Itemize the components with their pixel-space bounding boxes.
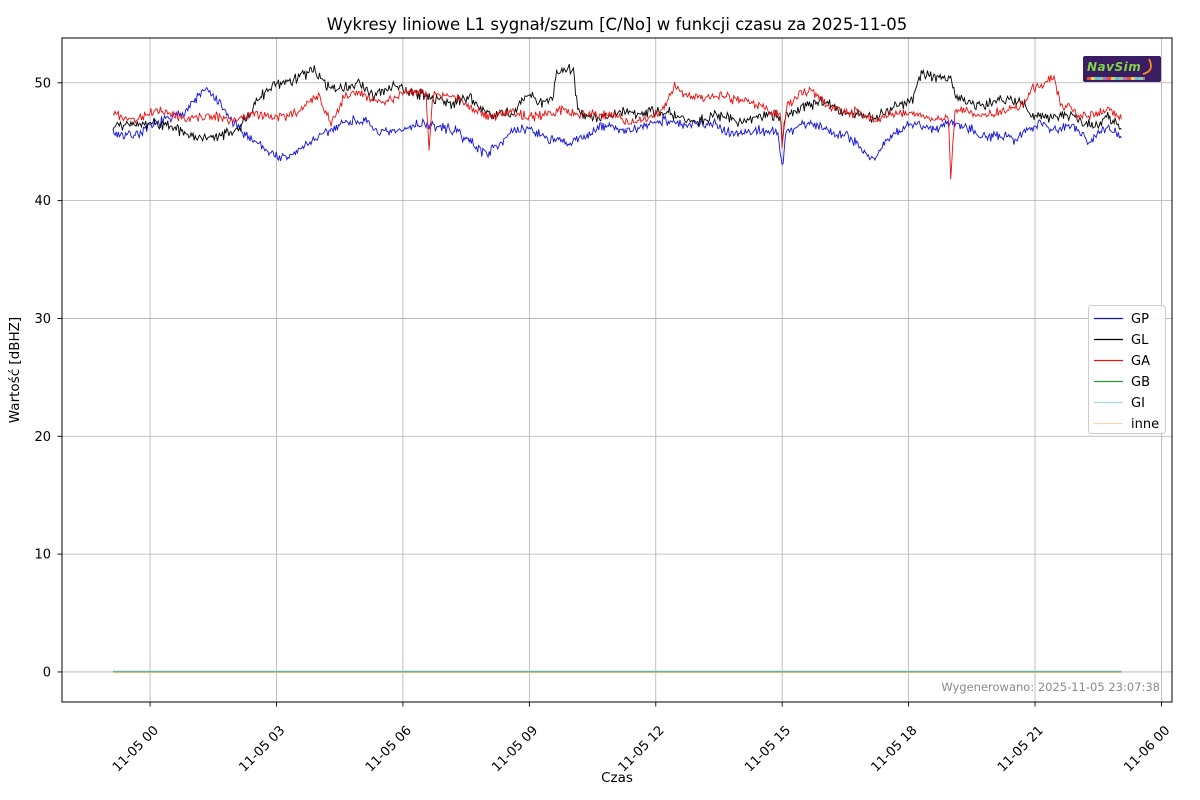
legend-label-GP: GP <box>1131 312 1149 327</box>
legend-label-GA: GA <box>1131 354 1150 369</box>
plot-border <box>61 37 1173 703</box>
y-axis-label: Wartość [dBHZ] <box>7 317 23 423</box>
series-lines <box>112 64 1122 674</box>
x-tick-label: 11-05 03 <box>236 723 288 775</box>
legend-label-GI: GI <box>1131 396 1145 411</box>
y-tick-label: 10 <box>34 548 51 563</box>
x-tick-label: 11-06 00 <box>1121 723 1173 775</box>
series-line-GP <box>112 86 1122 166</box>
y-tick-label: 0 <box>43 665 51 680</box>
y-tick-label: 40 <box>34 194 51 209</box>
y-tick-label: 50 <box>34 76 51 91</box>
x-tick-label: 11-05 18 <box>869 723 921 775</box>
grid-lines <box>62 38 1172 702</box>
x-tick-label: 11-05 15 <box>742 723 794 775</box>
y-tick-label: 20 <box>34 430 51 445</box>
x-tick-label: 11-05 09 <box>489 723 541 775</box>
chart-title: Wykresy liniowe L1 sygnał/szum [C/No] w … <box>327 15 908 34</box>
x-tick-label: 11-05 21 <box>995 723 1047 775</box>
generated-timestamp: Wygenerowano: 2025-11-05 23:07:38 <box>941 680 1160 694</box>
y-tick-label: 30 <box>34 312 51 327</box>
navsim-logo: NavSim <box>1083 56 1161 82</box>
legend: GP GL GA GB GI inne <box>1088 305 1166 434</box>
x-tick-label: 11-05 00 <box>110 723 162 775</box>
x-axis-label: Czas <box>601 770 633 786</box>
series-line-GL <box>112 64 1122 143</box>
navsim-logo-tagline <box>1087 77 1145 80</box>
legend-box <box>1088 305 1166 434</box>
navsim-logo-text: NavSim <box>1087 59 1142 74</box>
navsim-logo-swoosh-icon <box>1142 58 1153 75</box>
x-tick-label: 11-05 06 <box>363 723 415 775</box>
legend-label-GL: GL <box>1131 333 1149 348</box>
series-line-GA <box>112 74 1122 180</box>
legend-label-inne: inne <box>1131 417 1159 432</box>
axis-ticks: 11-05 00 11-05 03 11-05 06 11-05 09 11-05 12… <box>34 76 1173 775</box>
legend-label-GB: GB <box>1131 375 1150 390</box>
x-tick-label: 11-05 12 <box>616 723 668 775</box>
